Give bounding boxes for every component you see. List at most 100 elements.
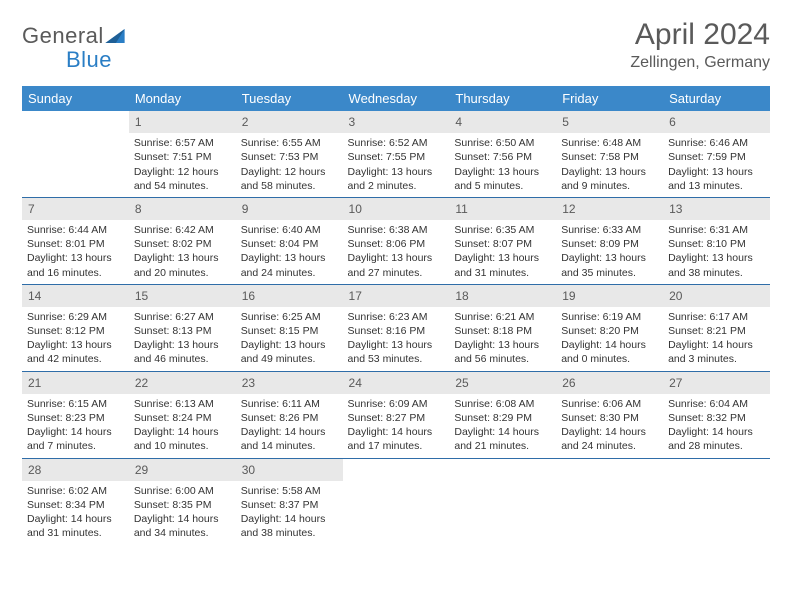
day-content: Sunrise: 6:55 AMSunset: 7:53 PMDaylight:… xyxy=(236,133,343,197)
sunset-text: Sunset: 8:24 PM xyxy=(134,411,231,425)
sunset-text: Sunset: 8:13 PM xyxy=(134,324,231,338)
daylight-text: Daylight: 13 hours and 35 minutes. xyxy=(561,251,658,279)
weekday-header: Tuesday xyxy=(236,86,343,111)
calendar-week-row: 14Sunrise: 6:29 AMSunset: 8:12 PMDayligh… xyxy=(22,284,770,371)
sunset-text: Sunset: 8:09 PM xyxy=(561,237,658,251)
logo-triangle-icon xyxy=(105,29,125,48)
location: Zellingen, Germany xyxy=(630,54,770,72)
daylight-text: Daylight: 14 hours and 7 minutes. xyxy=(27,425,124,453)
day-number: 12 xyxy=(556,198,663,220)
sunrise-text: Sunrise: 6:19 AM xyxy=(561,310,658,324)
sunset-text: Sunset: 8:20 PM xyxy=(561,324,658,338)
sunset-text: Sunset: 7:53 PM xyxy=(241,150,338,164)
day-number: 25 xyxy=(449,372,556,394)
calendar-day-cell: 4 Sunrise: 6:50 AMSunset: 7:56 PMDaylight… xyxy=(449,111,556,197)
weekday-header: Sunday xyxy=(22,86,129,111)
daylight-text: Daylight: 13 hours and 9 minutes. xyxy=(561,165,658,193)
day-number: 14 xyxy=(22,285,129,307)
sunrise-text: Sunrise: 6:31 AM xyxy=(668,223,765,237)
sunrise-text: Sunrise: 6:21 AM xyxy=(454,310,551,324)
calendar-table: Sunday Monday Tuesday Wednesday Thursday… xyxy=(22,86,770,544)
calendar-day-cell xyxy=(449,458,556,544)
day-number xyxy=(343,459,450,465)
day-content: Sunrise: 6:40 AMSunset: 8:04 PMDaylight:… xyxy=(236,220,343,284)
day-number: 10 xyxy=(343,198,450,220)
day-number: 29 xyxy=(129,459,236,481)
logo-text-1: General xyxy=(22,23,104,48)
logo-text-2: Blue xyxy=(22,47,112,72)
calendar-week-row: 1Sunrise: 6:57 AMSunset: 7:51 PMDaylight… xyxy=(22,111,770,197)
calendar-day-cell: 19Sunrise: 6:19 AMSunset: 8:20 PMDayligh… xyxy=(556,284,663,371)
day-number: 6 xyxy=(663,111,770,133)
sunset-text: Sunset: 7:56 PM xyxy=(454,150,551,164)
day-number xyxy=(22,111,129,117)
calendar-day-cell: 17Sunrise: 6:23 AMSunset: 8:16 PMDayligh… xyxy=(343,284,450,371)
daylight-text: Daylight: 13 hours and 5 minutes. xyxy=(454,165,551,193)
day-number: 16 xyxy=(236,285,343,307)
sunrise-text: Sunrise: 6:27 AM xyxy=(134,310,231,324)
daylight-text: Daylight: 14 hours and 24 minutes. xyxy=(561,425,658,453)
daylight-text: Daylight: 13 hours and 31 minutes. xyxy=(454,251,551,279)
sunset-text: Sunset: 8:16 PM xyxy=(348,324,445,338)
day-content: Sunrise: 6:42 AMSunset: 8:02 PMDaylight:… xyxy=(129,220,236,284)
sunrise-text: Sunrise: 6:50 AM xyxy=(454,136,551,150)
sunset-text: Sunset: 8:32 PM xyxy=(668,411,765,425)
day-content: Sunrise: 6:46 AMSunset: 7:59 PMDaylight:… xyxy=(663,133,770,197)
daylight-text: Daylight: 13 hours and 16 minutes. xyxy=(27,251,124,279)
day-number: 24 xyxy=(343,372,450,394)
calendar-week-row: 7Sunrise: 6:44 AMSunset: 8:01 PMDaylight… xyxy=(22,197,770,284)
sunrise-text: Sunrise: 6:09 AM xyxy=(348,397,445,411)
sunrise-text: Sunrise: 6:04 AM xyxy=(668,397,765,411)
sunrise-text: Sunrise: 6:40 AM xyxy=(241,223,338,237)
daylight-text: Daylight: 13 hours and 46 minutes. xyxy=(134,338,231,366)
sunrise-text: Sunrise: 6:00 AM xyxy=(134,484,231,498)
sunset-text: Sunset: 8:15 PM xyxy=(241,324,338,338)
sunset-text: Sunset: 8:02 PM xyxy=(134,237,231,251)
day-number: 5 xyxy=(556,111,663,133)
sunset-text: Sunset: 8:29 PM xyxy=(454,411,551,425)
day-content: Sunrise: 6:52 AMSunset: 7:55 PMDaylight:… xyxy=(343,133,450,197)
day-number xyxy=(449,459,556,465)
calendar-day-cell xyxy=(556,458,663,544)
calendar-day-cell: 28Sunrise: 6:02 AMSunset: 8:34 PMDayligh… xyxy=(22,458,129,544)
day-number: 19 xyxy=(556,285,663,307)
day-content: Sunrise: 6:44 AMSunset: 8:01 PMDaylight:… xyxy=(22,220,129,284)
calendar-day-cell: 26Sunrise: 6:06 AMSunset: 8:30 PMDayligh… xyxy=(556,371,663,458)
daylight-text: Daylight: 14 hours and 3 minutes. xyxy=(668,338,765,366)
day-number: 26 xyxy=(556,372,663,394)
sunset-text: Sunset: 8:04 PM xyxy=(241,237,338,251)
calendar-day-cell: 13Sunrise: 6:31 AMSunset: 8:10 PMDayligh… xyxy=(663,197,770,284)
day-content: Sunrise: 6:57 AMSunset: 7:51 PMDaylight:… xyxy=(129,133,236,197)
day-number: 4 xyxy=(449,111,556,133)
sunset-text: Sunset: 8:26 PM xyxy=(241,411,338,425)
day-number: 8 xyxy=(129,198,236,220)
sunset-text: Sunset: 7:58 PM xyxy=(561,150,658,164)
daylight-text: Daylight: 14 hours and 21 minutes. xyxy=(454,425,551,453)
day-content: Sunrise: 6:48 AMSunset: 7:58 PMDaylight:… xyxy=(556,133,663,197)
day-content: Sunrise: 6:11 AMSunset: 8:26 PMDaylight:… xyxy=(236,394,343,458)
day-content: Sunrise: 5:58 AMSunset: 8:37 PMDaylight:… xyxy=(236,481,343,545)
sunset-text: Sunset: 8:23 PM xyxy=(27,411,124,425)
calendar-day-cell: 14Sunrise: 6:29 AMSunset: 8:12 PMDayligh… xyxy=(22,284,129,371)
calendar-day-cell: 7Sunrise: 6:44 AMSunset: 8:01 PMDaylight… xyxy=(22,197,129,284)
sunset-text: Sunset: 7:55 PM xyxy=(348,150,445,164)
day-number: 9 xyxy=(236,198,343,220)
day-number: 28 xyxy=(22,459,129,481)
day-number: 27 xyxy=(663,372,770,394)
month-title: April 2024 xyxy=(630,18,770,52)
calendar-day-cell: 23Sunrise: 6:11 AMSunset: 8:26 PMDayligh… xyxy=(236,371,343,458)
calendar-day-cell xyxy=(663,458,770,544)
calendar-day-cell: 8Sunrise: 6:42 AMSunset: 8:02 PMDaylight… xyxy=(129,197,236,284)
daylight-text: Daylight: 14 hours and 31 minutes. xyxy=(27,512,124,540)
daylight-text: Daylight: 14 hours and 10 minutes. xyxy=(134,425,231,453)
day-number: 20 xyxy=(663,285,770,307)
day-number: 15 xyxy=(129,285,236,307)
day-number xyxy=(556,459,663,465)
day-content: Sunrise: 6:19 AMSunset: 8:20 PMDaylight:… xyxy=(556,307,663,371)
daylight-text: Daylight: 13 hours and 49 minutes. xyxy=(241,338,338,366)
sunset-text: Sunset: 8:35 PM xyxy=(134,498,231,512)
calendar-day-cell xyxy=(343,458,450,544)
day-content: Sunrise: 6:09 AMSunset: 8:27 PMDaylight:… xyxy=(343,394,450,458)
day-number: 23 xyxy=(236,372,343,394)
day-content: Sunrise: 6:38 AMSunset: 8:06 PMDaylight:… xyxy=(343,220,450,284)
